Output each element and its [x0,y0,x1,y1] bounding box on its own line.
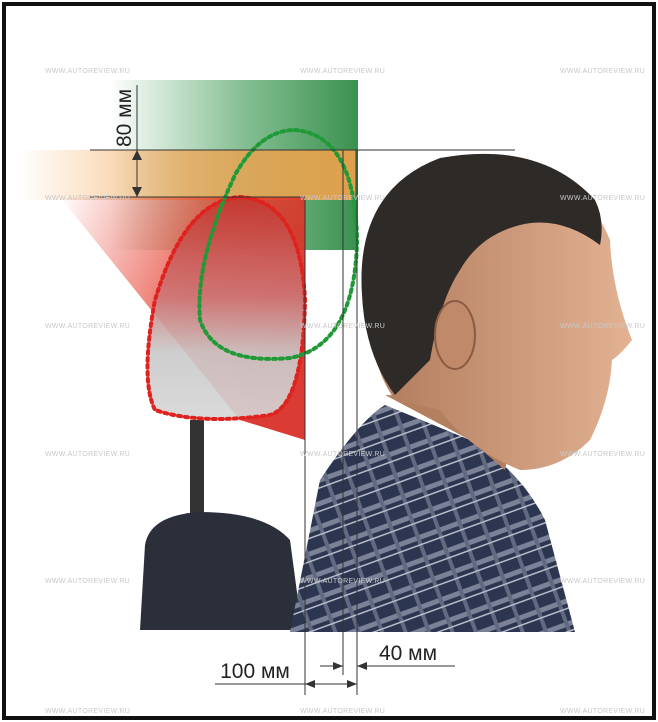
watermark: WWW.AUTOREVIEW.RU [300,451,385,458]
watermark: WWW.AUTOREVIEW.RU [560,68,645,75]
watermark: WWW.AUTOREVIEW.RU [300,708,385,715]
watermarks: WWW.AUTOREVIEW.RU WWW.AUTOREVIEW.RU WWW.AU… [45,68,645,715]
orange-zone [20,150,355,200]
guide-lines [90,85,515,695]
headrest-high [197,127,360,361]
dim-horizontal-total: 100 мм [220,660,290,683]
headrest-rod [190,420,204,520]
watermark: WWW.AUTOREVIEW.RU [300,195,385,202]
watermark: WWW.AUTOREVIEW.RU [560,323,645,330]
watermark: WWW.AUTOREVIEW.RU [560,195,645,202]
watermark: WWW.AUTOREVIEW.RU [560,708,645,715]
watermark: WWW.AUTOREVIEW.RU [45,708,130,715]
hair [361,153,602,395]
headrest-low [145,194,308,421]
arrowheads [132,150,367,688]
dim-vertical: 80 мм [113,89,136,147]
watermark: WWW.AUTOREVIEW.RU [45,323,130,330]
watermark: WWW.AUTOREVIEW.RU [560,451,645,458]
watermark: WWW.AUTOREVIEW.RU [300,323,385,330]
watermark: WWW.AUTOREVIEW.RU [300,68,385,75]
shirt [290,405,575,632]
watermark: WWW.AUTOREVIEW.RU [300,578,385,585]
dim-horizontal-offset: 40 мм [379,642,437,665]
watermark: WWW.AUTOREVIEW.RU [45,68,130,75]
watermark: WWW.AUTOREVIEW.RU [45,451,130,458]
watermark: WWW.AUTOREVIEW.RU [45,195,130,202]
ear [434,300,476,370]
watermark: WWW.AUTOREVIEW.RU [560,578,645,585]
seat-back [140,512,302,630]
watermark: WWW.AUTOREVIEW.RU [45,578,130,585]
